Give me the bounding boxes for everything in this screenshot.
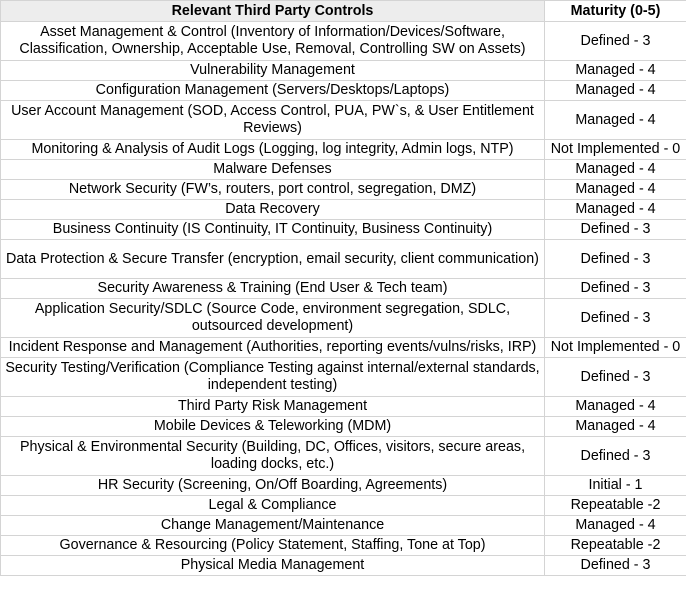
control-cell: Business Continuity (IS Continuity, IT C…	[0, 219, 545, 240]
table-row: Malware Defenses Managed - 4	[0, 159, 686, 180]
control-cell: Legal & Compliance	[0, 495, 545, 516]
table-row: Security Awareness & Training (End User …	[0, 278, 686, 299]
control-cell: Third Party Risk Management	[0, 396, 545, 417]
maturity-cell: Managed - 4	[544, 179, 686, 200]
control-cell: Data Protection & Secure Transfer (encry…	[0, 239, 545, 279]
maturity-cell: Defined - 3	[544, 239, 686, 279]
maturity-cell: Defined - 3	[544, 555, 686, 576]
control-cell: Physical & Environmental Security (Build…	[0, 436, 545, 476]
table-row: Configuration Management (Servers/Deskto…	[0, 80, 686, 101]
maturity-cell: Managed - 4	[544, 515, 686, 536]
maturity-cell: Repeatable -2	[544, 535, 686, 556]
maturity-cell: Managed - 4	[544, 159, 686, 180]
table-row: Business Continuity (IS Continuity, IT C…	[0, 219, 686, 240]
control-cell: Asset Management & Control (Inventory of…	[0, 21, 545, 61]
maturity-cell: Managed - 4	[544, 396, 686, 417]
control-cell: Governance & Resourcing (Policy Statemen…	[0, 535, 545, 556]
maturity-cell: Defined - 3	[544, 436, 686, 476]
table-row: Asset Management & Control (Inventory of…	[0, 21, 686, 61]
header-controls: Relevant Third Party Controls	[0, 0, 545, 22]
table-row: Change Management/Maintenance Managed - …	[0, 515, 686, 536]
maturity-cell: Repeatable -2	[544, 495, 686, 516]
control-cell: User Account Management (SOD, Access Con…	[0, 100, 545, 140]
maturity-cell: Defined - 3	[544, 298, 686, 338]
control-cell: Security Awareness & Training (End User …	[0, 278, 545, 299]
maturity-cell: Defined - 3	[544, 278, 686, 299]
maturity-cell: Defined - 3	[544, 21, 686, 61]
table-row: Physical & Environmental Security (Build…	[0, 436, 686, 476]
table-row: Data Protection & Secure Transfer (encry…	[0, 239, 686, 279]
table-row: User Account Management (SOD, Access Con…	[0, 100, 686, 140]
maturity-cell: Defined - 3	[544, 219, 686, 240]
maturity-cell: Managed - 4	[544, 80, 686, 101]
table-row: Data Recovery Managed - 4	[0, 199, 686, 220]
table-row: Monitoring & Analysis of Audit Logs (Log…	[0, 139, 686, 160]
control-cell: HR Security (Screening, On/Off Boarding,…	[0, 475, 545, 496]
table-row: Mobile Devices & Teleworking (MDM) Manag…	[0, 416, 686, 437]
header-row: Relevant Third Party Controls Maturity (…	[0, 0, 686, 22]
controls-maturity-table: Relevant Third Party Controls Maturity (…	[0, 0, 686, 576]
maturity-cell: Managed - 4	[544, 199, 686, 220]
maturity-cell: Not Implemented - 0	[544, 139, 686, 160]
control-cell: Physical Media Management	[0, 555, 545, 576]
header-maturity: Maturity (0-5)	[544, 0, 686, 22]
table-row: Incident Response and Management (Author…	[0, 337, 686, 358]
maturity-cell: Defined - 3	[544, 357, 686, 397]
table-row: Legal & Compliance Repeatable -2	[0, 495, 686, 516]
maturity-cell: Not Implemented - 0	[544, 337, 686, 358]
maturity-cell: Managed - 4	[544, 416, 686, 437]
table-row: Application Security/SDLC (Source Code, …	[0, 298, 686, 338]
control-cell: Incident Response and Management (Author…	[0, 337, 545, 358]
table-row: Physical Media Management Defined - 3	[0, 555, 686, 576]
control-cell: Mobile Devices & Teleworking (MDM)	[0, 416, 545, 437]
control-cell: Configuration Management (Servers/Deskto…	[0, 80, 545, 101]
maturity-cell: Managed - 4	[544, 100, 686, 140]
table-row: Security Testing/Verification (Complianc…	[0, 357, 686, 397]
control-cell: Monitoring & Analysis of Audit Logs (Log…	[0, 139, 545, 160]
control-cell: Application Security/SDLC (Source Code, …	[0, 298, 545, 338]
table-row: HR Security (Screening, On/Off Boarding,…	[0, 475, 686, 496]
control-cell: Security Testing/Verification (Complianc…	[0, 357, 545, 397]
table-row: Vulnerability Management Managed - 4	[0, 60, 686, 81]
control-cell: Data Recovery	[0, 199, 545, 220]
control-cell: Malware Defenses	[0, 159, 545, 180]
table-row: Governance & Resourcing (Policy Statemen…	[0, 535, 686, 556]
control-cell: Change Management/Maintenance	[0, 515, 545, 536]
maturity-cell: Managed - 4	[544, 60, 686, 81]
control-cell: Network Security (FW’s, routers, port co…	[0, 179, 545, 200]
table-row: Network Security (FW’s, routers, port co…	[0, 179, 686, 200]
maturity-cell: Initial - 1	[544, 475, 686, 496]
control-cell: Vulnerability Management	[0, 60, 545, 81]
table-row: Third Party Risk Management Managed - 4	[0, 396, 686, 417]
